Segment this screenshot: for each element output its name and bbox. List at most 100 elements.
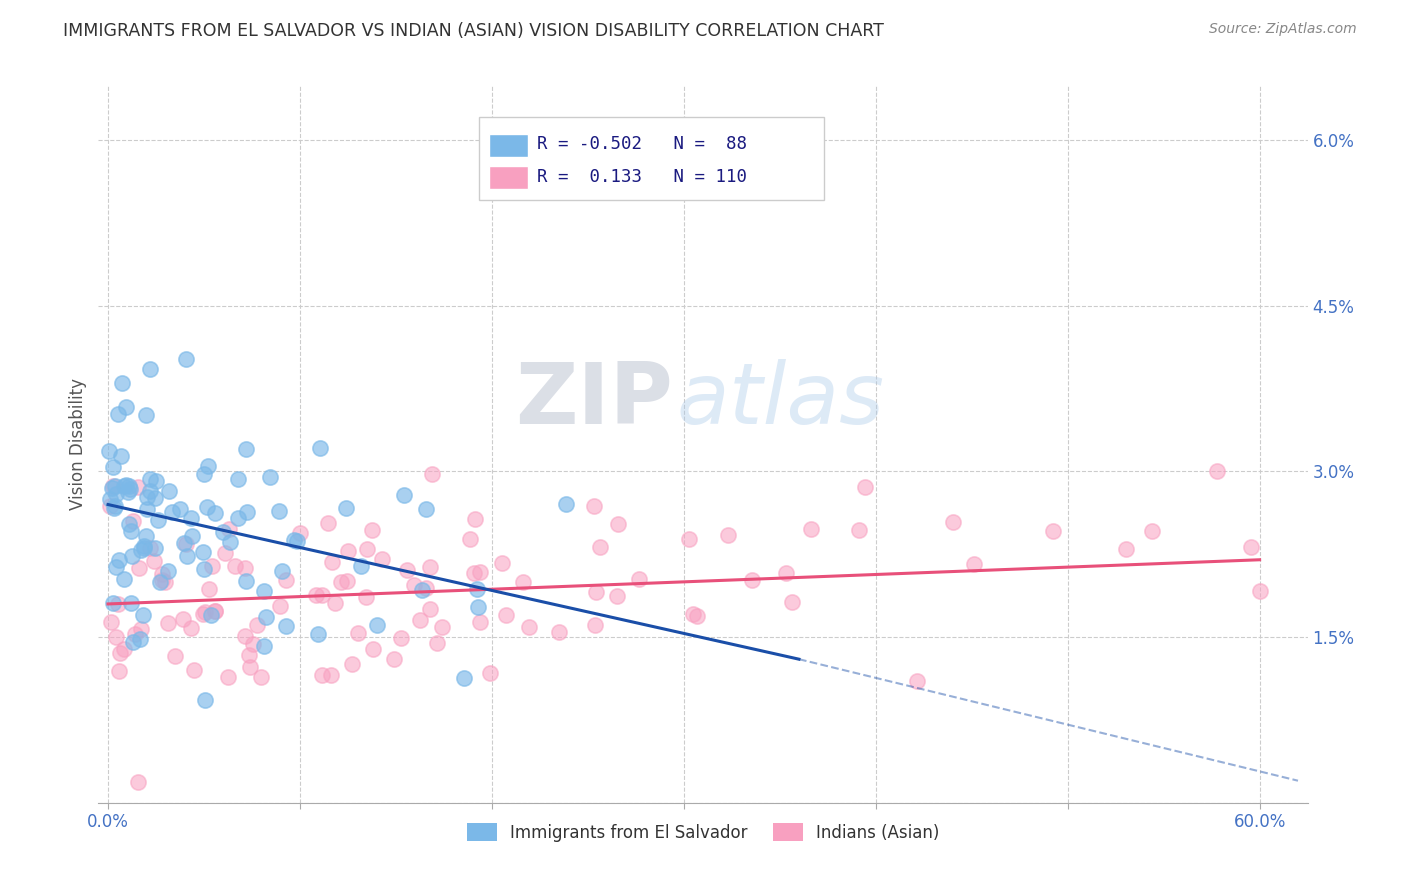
- Point: [239, 660, 262, 674]
- Point: [115, 400, 138, 414]
- Point: [415, 581, 437, 595]
- Point: [134, 541, 156, 555]
- Point: [112, 641, 135, 656]
- Point: [519, 620, 541, 634]
- Point: [389, 632, 412, 646]
- Point: [548, 625, 571, 640]
- Point: [1206, 464, 1229, 478]
- Point: [848, 523, 870, 537]
- Point: [127, 774, 149, 789]
- Point: [361, 642, 384, 657]
- Point: [392, 488, 415, 502]
- Point: [366, 618, 388, 632]
- Point: [396, 563, 419, 577]
- Point: [143, 491, 166, 505]
- Point: [233, 629, 256, 643]
- Point: [420, 467, 443, 482]
- Point: [309, 442, 332, 456]
- Point: [197, 459, 219, 474]
- Point: [191, 607, 214, 622]
- Point: [285, 533, 308, 548]
- Point: [479, 666, 502, 681]
- Point: [173, 536, 195, 550]
- Point: [122, 515, 145, 529]
- Point: [250, 670, 273, 684]
- Point: [108, 664, 131, 678]
- Point: [323, 596, 346, 610]
- Point: [467, 600, 489, 615]
- Point: [1142, 524, 1164, 539]
- Point: [329, 574, 352, 589]
- Point: [143, 554, 166, 568]
- Text: R = -0.502   N =  88: R = -0.502 N = 88: [537, 136, 748, 153]
- Point: [218, 535, 240, 549]
- FancyBboxPatch shape: [479, 117, 824, 200]
- Y-axis label: Vision Disability: Vision Disability: [69, 378, 87, 509]
- Point: [347, 625, 370, 640]
- Point: [307, 626, 329, 640]
- Point: [132, 608, 155, 623]
- Point: [942, 515, 965, 529]
- Point: [153, 575, 176, 590]
- Point: [432, 620, 454, 634]
- Point: [103, 501, 125, 516]
- Point: [143, 541, 166, 556]
- Point: [194, 693, 217, 707]
- Point: [172, 612, 194, 626]
- Point: [1042, 524, 1064, 538]
- Point: [905, 673, 928, 688]
- Point: [150, 573, 173, 587]
- Point: [111, 376, 134, 390]
- Point: [195, 500, 218, 514]
- Point: [118, 478, 141, 492]
- Point: [853, 480, 876, 494]
- Point: [1240, 541, 1263, 555]
- Point: [607, 516, 630, 531]
- Point: [100, 481, 122, 495]
- Point: [104, 499, 127, 513]
- Point: [458, 533, 481, 547]
- Point: [176, 549, 198, 564]
- Point: [156, 565, 179, 579]
- Point: [276, 619, 298, 633]
- Point: [139, 472, 162, 486]
- Point: [426, 635, 449, 649]
- Point: [149, 574, 172, 589]
- Point: [174, 351, 197, 366]
- Point: [512, 574, 534, 589]
- Point: [606, 590, 628, 604]
- Point: [150, 566, 173, 581]
- Point: [415, 502, 437, 516]
- Point: [419, 601, 441, 615]
- Point: [371, 551, 394, 566]
- Point: [678, 532, 700, 546]
- Point: [254, 610, 277, 624]
- Point: [193, 562, 215, 576]
- Point: [134, 539, 156, 553]
- Point: [180, 620, 202, 634]
- FancyBboxPatch shape: [489, 166, 527, 189]
- Point: [157, 484, 180, 499]
- Point: [98, 500, 121, 514]
- Point: [717, 527, 740, 541]
- Point: [235, 442, 257, 456]
- Point: [267, 504, 290, 518]
- Point: [269, 599, 291, 613]
- Point: [97, 443, 120, 458]
- Point: [354, 591, 377, 605]
- Point: [246, 618, 269, 632]
- Point: [1115, 542, 1137, 557]
- FancyBboxPatch shape: [489, 134, 527, 157]
- Point: [214, 545, 236, 559]
- Point: [218, 522, 240, 536]
- Point: [200, 608, 222, 623]
- Point: [463, 566, 485, 580]
- Point: [585, 585, 607, 599]
- Point: [101, 596, 124, 610]
- Point: [233, 561, 256, 575]
- Point: [204, 604, 226, 618]
- Point: [108, 646, 131, 660]
- Point: [136, 502, 159, 516]
- Point: [226, 472, 249, 486]
- Point: [174, 537, 197, 551]
